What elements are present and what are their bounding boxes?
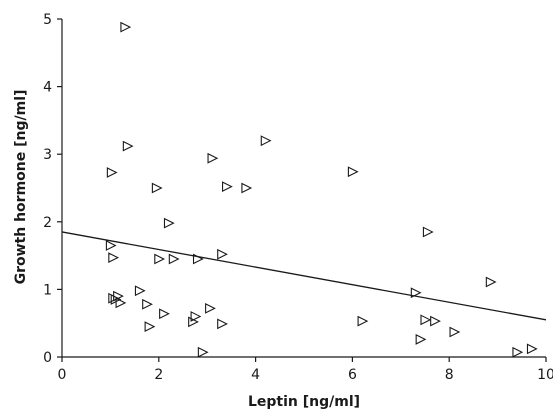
y-tick-label: 1 (43, 282, 52, 298)
y-tick-labels: 0 1 2 3 4 5 (43, 12, 52, 366)
data-point (115, 297, 127, 309)
data-point (241, 182, 253, 194)
y-tick-label: 2 (43, 215, 52, 231)
data-point (526, 343, 538, 355)
data-point (163, 217, 175, 229)
data-point (108, 252, 120, 264)
data-point (122, 140, 134, 152)
x-tick-label: 8 (445, 367, 454, 383)
data-point (207, 152, 219, 164)
x-tick-labels: 0 2 4 6 8 10 (58, 367, 553, 383)
data-point (260, 135, 272, 147)
y-tick-label: 0 (43, 350, 52, 366)
tick-marks (57, 18, 547, 362)
data-point (420, 314, 432, 326)
data-point (422, 226, 434, 238)
data-point (168, 253, 180, 265)
y-axis-title: Growth hormone [ng/ml] (13, 90, 29, 285)
data-point (192, 253, 204, 265)
data-points (105, 21, 538, 358)
trendline (61, 231, 547, 321)
y-tick-label: 5 (43, 12, 52, 28)
data-point (430, 315, 441, 327)
data-point (512, 346, 524, 358)
data-point (134, 285, 146, 297)
data-point (190, 311, 202, 322)
x-tick-label: 2 (154, 367, 163, 383)
data-point (154, 253, 166, 265)
trendline-group (61, 231, 547, 321)
x-tick-label: 10 (537, 367, 553, 383)
data-point (159, 308, 170, 320)
data-point (222, 181, 233, 193)
data-point (142, 298, 153, 310)
data-point (217, 318, 228, 330)
data-point (205, 302, 216, 314)
data-point (113, 290, 124, 302)
data-point (120, 21, 132, 33)
axes (61, 19, 546, 358)
data-point (217, 248, 228, 260)
data-point (106, 167, 118, 178)
x-tick-label: 4 (251, 367, 260, 383)
data-point (197, 346, 209, 358)
data-point (105, 240, 117, 251)
data-point (151, 182, 163, 194)
data-point (347, 166, 359, 178)
data-point (357, 315, 369, 327)
data-point (485, 276, 497, 288)
y-tick-label: 4 (43, 80, 52, 96)
x-tick-label: 6 (348, 367, 357, 383)
x-tick-label: 0 (58, 367, 67, 383)
y-tick-label: 3 (43, 147, 52, 163)
data-point (410, 287, 422, 299)
data-point (449, 326, 461, 338)
x-axis-title: Leptin [ng/ml] (248, 394, 360, 410)
data-point (144, 321, 156, 332)
data-point (415, 334, 427, 345)
